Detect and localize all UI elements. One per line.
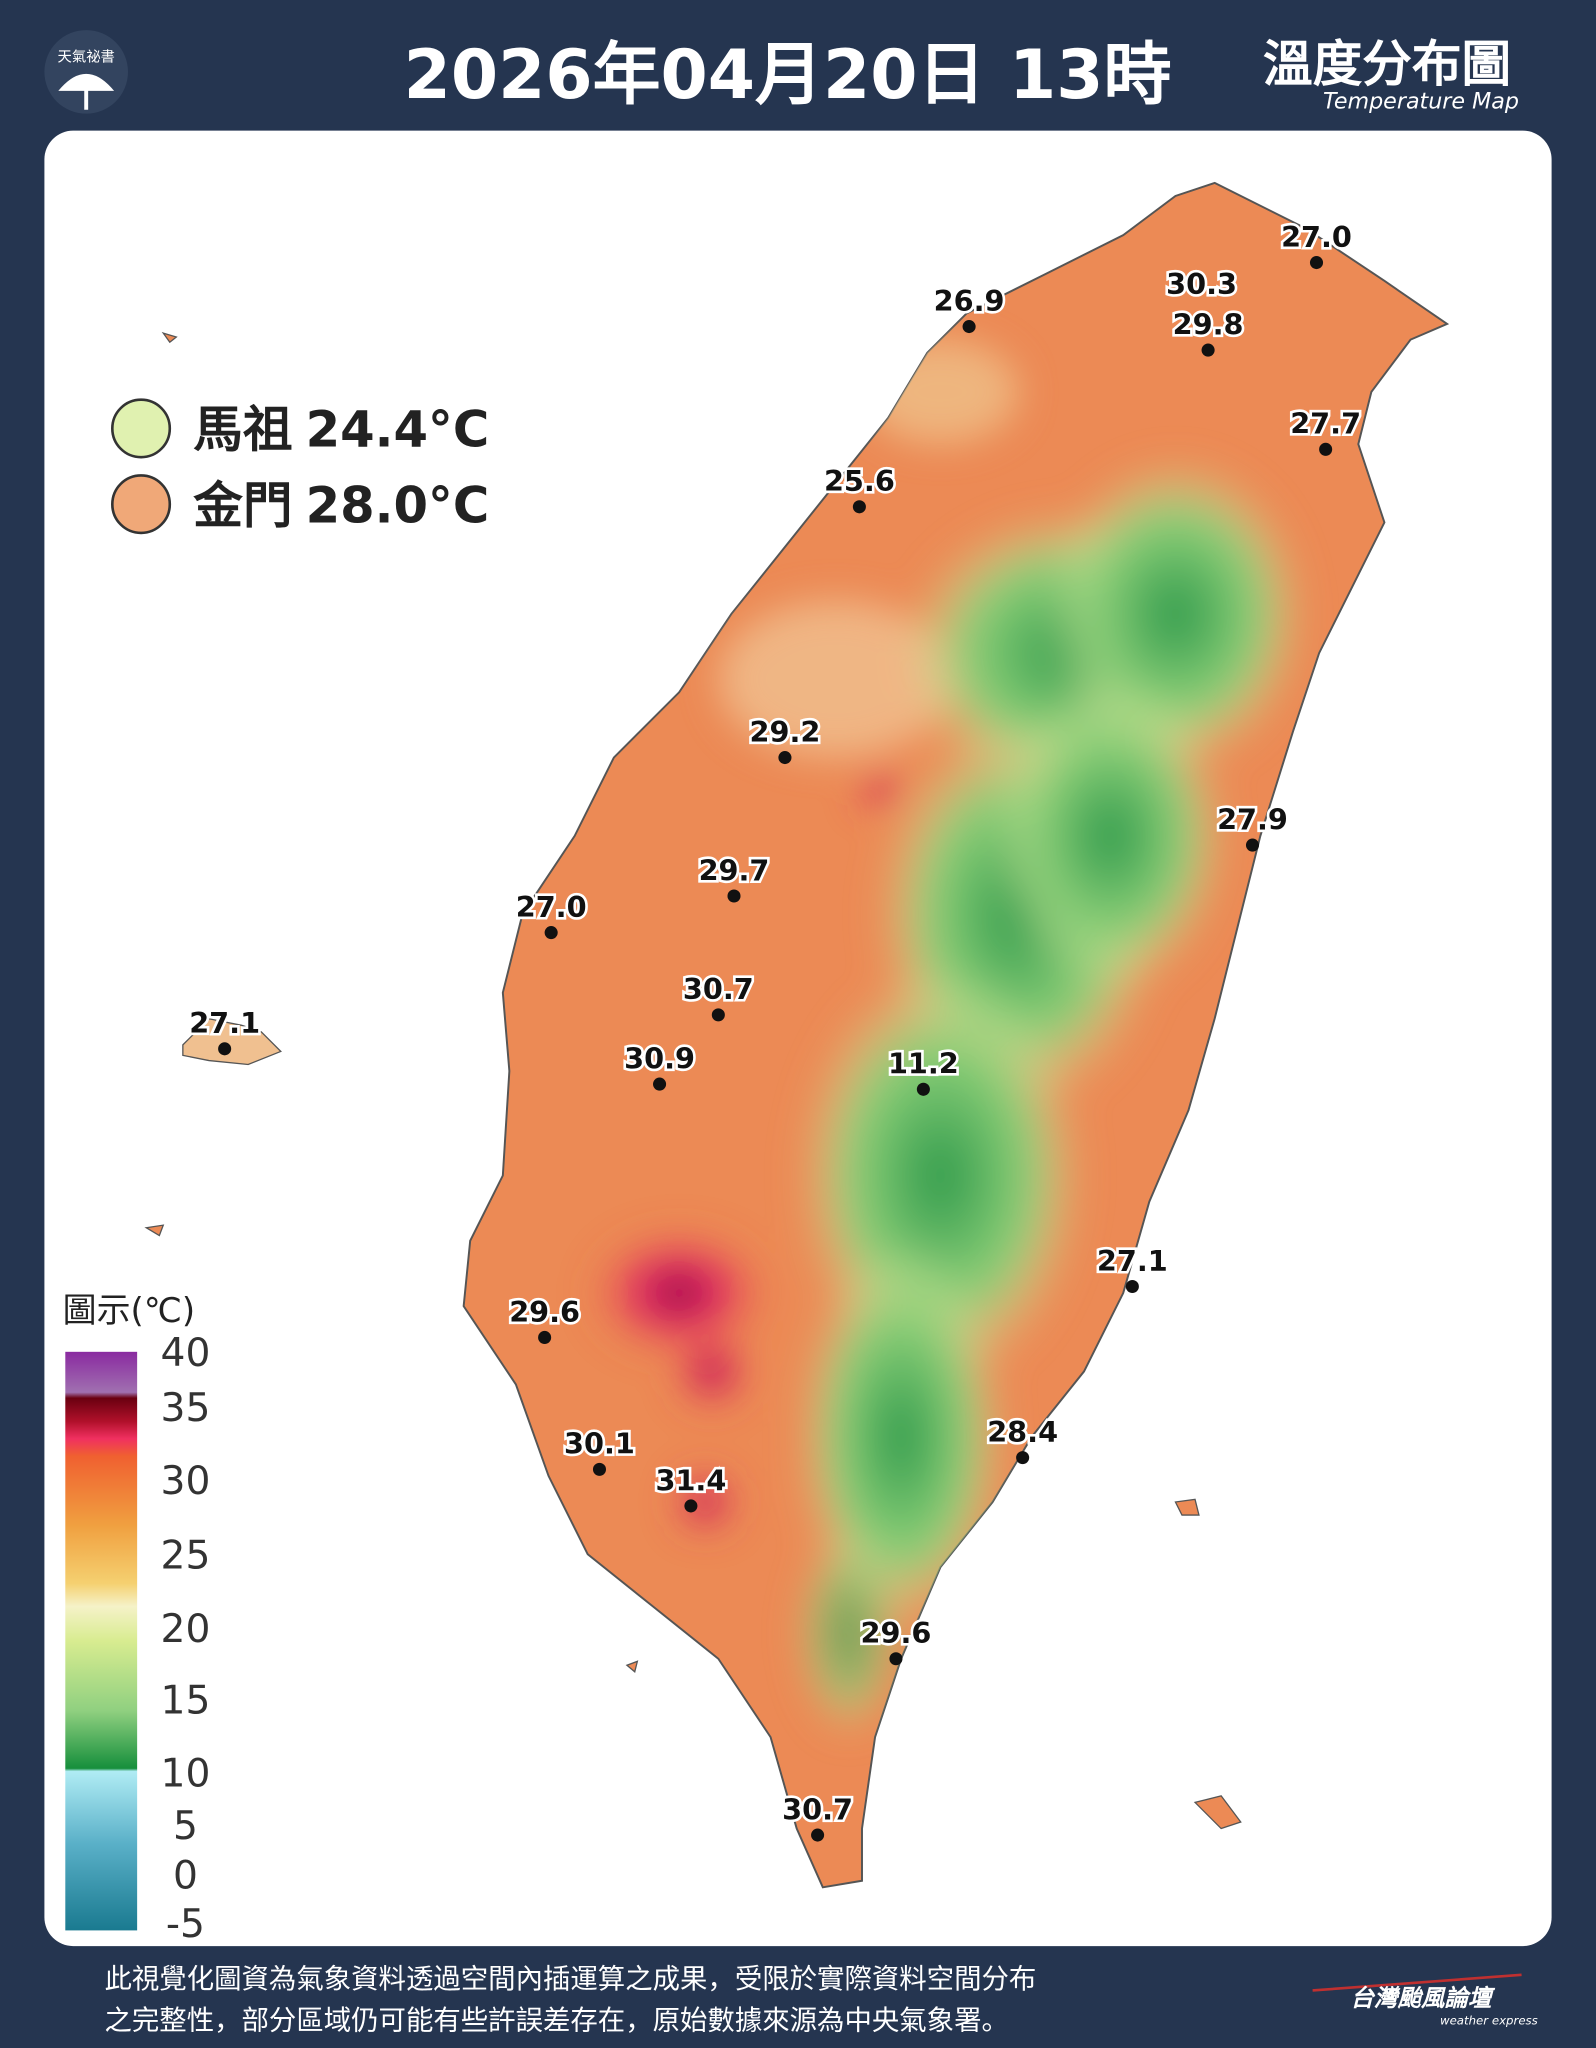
color-scale — [65, 1351, 138, 1931]
station-value: 29.8 — [1173, 307, 1244, 341]
station-dot — [218, 1042, 232, 1056]
scale-ticks: 40 35 30 25 20 15 10 5 0-5 — [161, 1331, 211, 1947]
station-dot — [811, 1828, 825, 1842]
station-dot — [1319, 442, 1333, 456]
station-dot — [962, 320, 976, 334]
station-value: 26.9 — [934, 284, 1005, 318]
scale-tick-label: -5 — [166, 1902, 205, 1947]
island-temp: 24.4°C — [306, 401, 490, 459]
station-value: 11.2 — [888, 1047, 959, 1081]
scale-tick-label: 35 — [161, 1386, 211, 1431]
scale-tick-label: 0 — [173, 1854, 198, 1899]
station-dot — [1245, 838, 1260, 852]
station-dot — [852, 500, 866, 514]
map-title: 溫度分布圖 — [1263, 35, 1511, 93]
station-value: 29.6 — [509, 1295, 580, 1329]
island-temp: 28.0°C — [306, 476, 490, 534]
station-dot — [727, 889, 741, 903]
scale-tick-label: 30 — [161, 1459, 211, 1504]
station-dot — [592, 1462, 607, 1476]
brand-subtitle: weather express — [1440, 2013, 1538, 2027]
island-name: 金門 — [193, 476, 292, 534]
station-dot — [1309, 256, 1324, 270]
island-label: 馬祖 24.4°C — [193, 401, 489, 459]
station-value: 30.7 — [782, 1792, 853, 1826]
station-dot — [1125, 1279, 1139, 1294]
scale-tick-label: 25 — [161, 1534, 211, 1579]
station-value: 27.0 — [516, 890, 587, 924]
title: 2026年04月20日 13時 — [404, 36, 1172, 115]
station-value: 29.6 — [861, 1616, 932, 1650]
legend-title: 圖示(℃) — [63, 1291, 195, 1331]
map-subtitle: Temperature Map — [1323, 88, 1519, 114]
station-dot — [538, 1330, 552, 1344]
stations: 27.0 30.3 29.8 26.9 27.7 25.6 29.2 29.7 27.0 30.7… — [187, 217, 1364, 1842]
logo-text: 天氣祕書 — [57, 48, 114, 65]
station-value: 28.4 — [987, 1415, 1058, 1449]
station-value: 29.2 — [750, 715, 821, 749]
station-value: 27.1 — [189, 1006, 260, 1040]
station-dot — [889, 1652, 903, 1666]
station-value: 27.9 — [1217, 802, 1288, 836]
station-dot — [544, 926, 558, 940]
taiwan-map — [144, 181, 1449, 1889]
station-value: 27.7 — [1290, 407, 1361, 441]
station-dot — [778, 751, 792, 765]
station-dot — [684, 1499, 698, 1513]
brand-line — [1312, 1973, 1522, 1992]
station-value: 29.7 — [699, 853, 770, 887]
station-value: 30.7 — [683, 972, 754, 1006]
logo-icon — [58, 73, 115, 110]
footer-note: 此視覺化圖資為氣象資料透過空間內插運算之成果，受限於實際資料空間分布 — [104, 1964, 1036, 1995]
scale-tick-label: 5 — [173, 1804, 198, 1849]
scale-tick-label: 20 — [161, 1607, 211, 1652]
station-dot — [711, 1008, 725, 1022]
island-label: 金門 28.0°C — [193, 476, 489, 534]
station-value: 30.3 — [1166, 267, 1237, 301]
station-value: 27.1 — [1097, 1244, 1168, 1278]
island-swatch — [111, 474, 172, 535]
scale-tick-label: 15 — [161, 1679, 211, 1724]
station-dot — [916, 1082, 930, 1096]
island-name: 馬祖 — [193, 401, 292, 459]
station-value: 30.9 — [624, 1041, 695, 1075]
station-value: 25.6 — [824, 464, 895, 498]
station-dot — [1201, 343, 1215, 357]
station-value: 30.1 — [564, 1427, 635, 1461]
scale-tick-label: 10 — [161, 1752, 211, 1797]
scale-tick-label: 40 — [161, 1331, 211, 1376]
brand: 台灣颱風論壇 — [1350, 1984, 1495, 2012]
island-legend: 馬祖 24.4°C金門 28.0°C — [111, 398, 489, 535]
island-swatch — [111, 398, 172, 459]
station-dot — [1016, 1451, 1030, 1465]
station-value: 27.0 — [1281, 220, 1352, 254]
logo — [44, 30, 128, 114]
station-value: 31.4 — [655, 1463, 726, 1497]
footer-note: 之完整性，部分區域仍可能有些許誤差存在，原始數據來源為中央氣象署。 — [104, 2006, 1008, 2037]
station-dot — [653, 1077, 667, 1091]
